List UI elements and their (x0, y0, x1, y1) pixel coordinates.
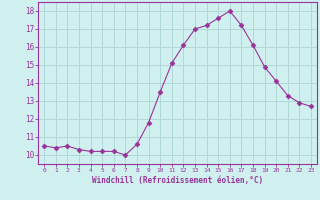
X-axis label: Windchill (Refroidissement éolien,°C): Windchill (Refroidissement éolien,°C) (92, 176, 263, 185)
